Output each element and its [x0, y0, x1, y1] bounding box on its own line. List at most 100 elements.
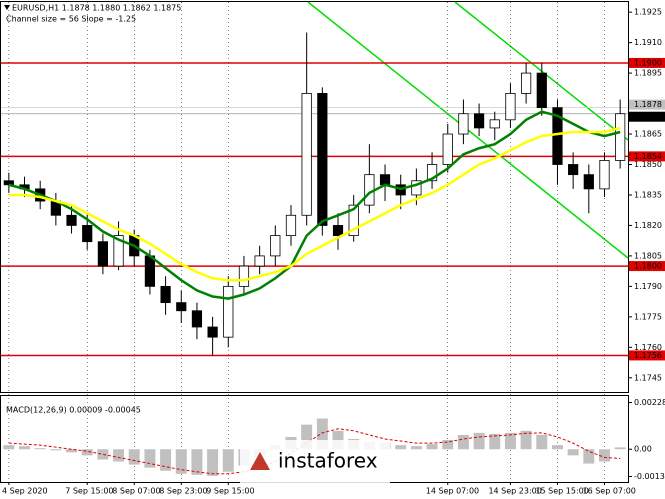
macd-bar [66, 449, 78, 453]
y-tick-label: 0.00228 [634, 398, 665, 407]
macd-bar [536, 434, 548, 450]
macd-bar [614, 447, 626, 450]
level-tag [629, 261, 665, 272]
candle-body [97, 241, 108, 267]
candle-body [348, 204, 359, 236]
macd-bar [442, 440, 454, 450]
macd-bar [426, 444, 438, 450]
watermark: instaforex [240, 440, 390, 484]
macd-bar [191, 449, 203, 475]
y-tick-label: 1.1925 [634, 8, 662, 17]
x-tick-label: 8 Sep 23:00 [159, 487, 207, 496]
macd-bar [97, 449, 109, 460]
subtitle: Channel size = 56 Slope = -1.25 [6, 15, 136, 24]
x-tick-label: 8 Sep 07:00 [112, 487, 160, 496]
price-tag [629, 111, 665, 122]
macd-bar [128, 449, 140, 465]
price-panel [0, 1, 629, 393]
level-label: 1.1756 [634, 351, 662, 360]
macd-bar [489, 433, 501, 450]
macd-bar [160, 449, 172, 471]
macd-bar [583, 449, 595, 464]
y-tick-label: 1.1775 [634, 312, 662, 321]
macd-bar [504, 432, 516, 450]
candle-body [66, 214, 77, 226]
chart-title: EURUSD,H1 1.1878 1.1880 1.1862 1.1875 [12, 4, 181, 13]
y-tick-label: 1.1790 [634, 282, 662, 291]
candle-body [426, 164, 438, 182]
candle-body [599, 160, 610, 190]
x-tick-label: 14 Sep 07:00 [426, 487, 479, 496]
candle-body [3, 180, 14, 186]
candle-body [144, 255, 156, 287]
candle-body [254, 255, 265, 267]
macd-bar [207, 449, 219, 476]
x-tick-label: 9 Sep 15:00 [206, 487, 254, 496]
macd-bar [316, 418, 328, 450]
watermark-logo [250, 452, 270, 470]
candle-body [521, 72, 532, 94]
level-label: 1.1800 [634, 262, 662, 271]
candle-body [411, 180, 422, 196]
x-tick-label: 4 Sep 2020 [2, 487, 48, 496]
candle-body [270, 235, 281, 257]
y-tick-label: 1.1805 [634, 251, 662, 260]
macd-bar [113, 449, 125, 462]
macd-bar [175, 449, 187, 474]
y-tick-label: 1.1745 [634, 373, 662, 382]
macd-bar [34, 448, 46, 450]
level-tag [629, 57, 665, 68]
candle-body [442, 133, 453, 165]
candle-body [505, 93, 516, 121]
macd-bar [50, 449, 62, 451]
candle-body [536, 72, 547, 109]
x-tick-label: 15 Sep 15:00 [535, 487, 588, 496]
macd-bar [81, 449, 93, 456]
macd-signal [8, 428, 621, 475]
candle-body [473, 113, 485, 129]
candle-body [568, 164, 579, 176]
candle-body [583, 174, 594, 190]
candle-body [489, 119, 500, 129]
candle-body [285, 214, 297, 236]
macd-bar [599, 449, 610, 462]
macd-bar [457, 434, 469, 450]
y-tick-label: 1.1910 [634, 38, 662, 47]
price-label: 1.1878 [634, 100, 662, 109]
level-label: 1.1900 [634, 58, 662, 67]
macd-bar [301, 424, 313, 450]
x-tick-label: 7 Sep 15:00 [65, 487, 113, 496]
macd-bar [222, 449, 234, 472]
macd-bar [395, 445, 407, 450]
candle-body [113, 235, 124, 267]
candle-body [207, 326, 218, 338]
macd-bar [3, 445, 15, 450]
y-tick-label: 1.1895 [634, 69, 662, 78]
candle-body [301, 93, 312, 216]
candle-body [332, 225, 344, 236]
macd-bar [551, 445, 563, 450]
candle-body [176, 302, 187, 312]
candle-body [458, 113, 469, 135]
candle-body [238, 265, 250, 287]
x-tick-label: 16 Sep 07:00 [582, 487, 635, 496]
candle-body [615, 113, 626, 161]
candle-body [82, 225, 93, 243]
y-tick-label: 1.1850 [634, 160, 662, 169]
candle-body [160, 285, 171, 304]
candle-body [379, 174, 391, 186]
y-tick-label: 0.00 [634, 445, 652, 454]
candle-body [223, 285, 234, 338]
macd-bar [19, 446, 30, 450]
macd-label: MACD(12,26,9) 0.00009 -0.00045 [6, 406, 141, 415]
y-tick-label: 1.1835 [634, 190, 662, 199]
level-tag [629, 151, 665, 162]
y-tick-label: 1.1760 [634, 343, 662, 352]
watermark-text: instaforex [278, 449, 378, 473]
moving-average [8, 110, 621, 300]
level-tag [629, 350, 665, 361]
title-icon [4, 5, 10, 10]
macd-bar [144, 449, 156, 468]
